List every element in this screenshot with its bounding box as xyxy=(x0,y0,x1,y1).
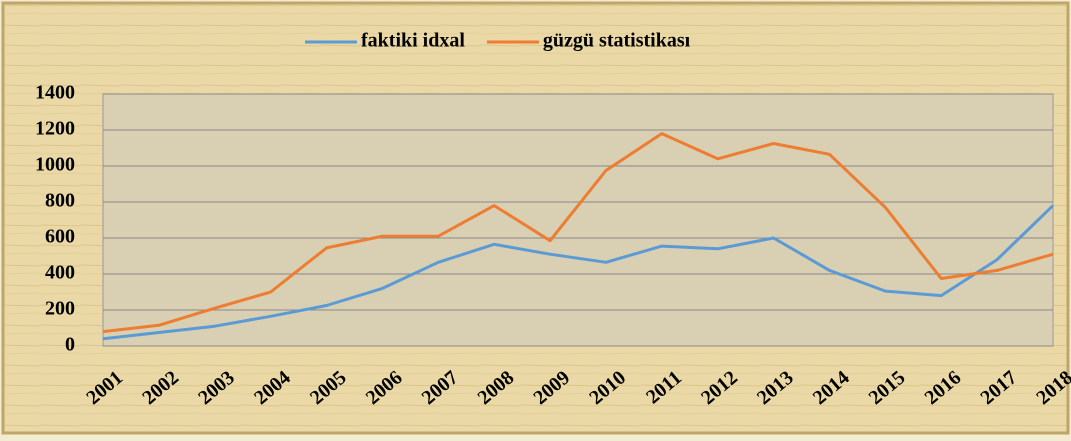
legend-label: güzgü statistikası xyxy=(543,30,691,52)
y-tick-label: 1200 xyxy=(35,118,75,140)
series-line xyxy=(102,204,1055,341)
y-tick-label: 400 xyxy=(45,262,75,284)
y-tick-label: 1000 xyxy=(35,154,75,176)
y-tick-label: 1400 xyxy=(35,82,75,104)
y-tick-label: 600 xyxy=(45,226,75,248)
y-tick-label: 0 xyxy=(65,334,75,356)
plot-area xyxy=(102,93,1054,347)
series-line xyxy=(102,132,1054,334)
legend-label: faktiki idxal xyxy=(361,30,465,52)
y-tick-label: 800 xyxy=(45,190,75,212)
y-tick-label: 200 xyxy=(45,298,75,320)
